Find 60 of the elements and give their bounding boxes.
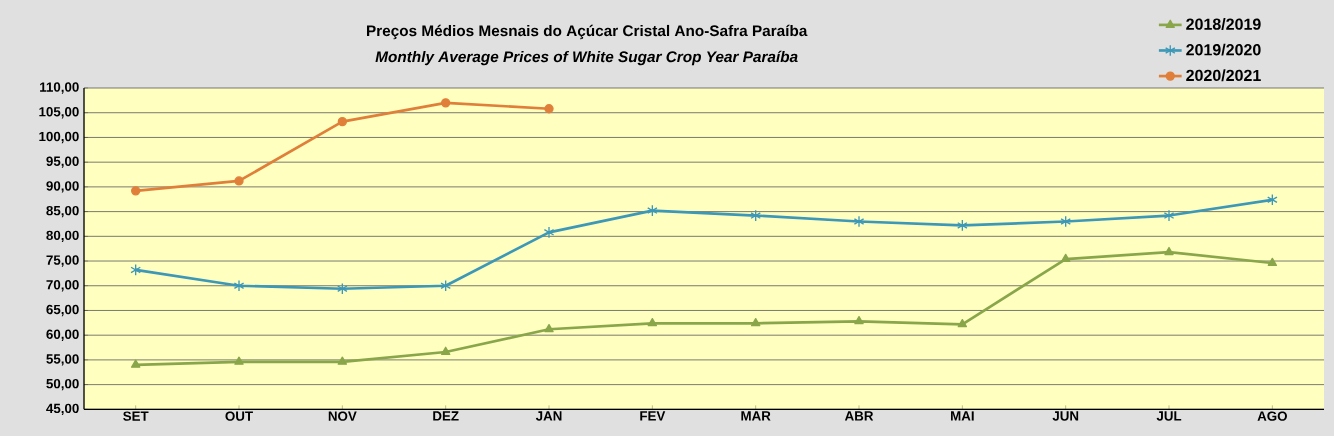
y-tick-label: 65,00 [46, 304, 79, 317]
point [647, 317, 658, 327]
point [957, 219, 968, 232]
point [337, 356, 348, 365]
y-tick-label: 75,00 [46, 255, 79, 267]
point [440, 346, 451, 355]
y-tick-label: 105,00 [39, 107, 79, 119]
point [337, 116, 348, 127]
point [1060, 253, 1071, 263]
point [750, 209, 761, 222]
point [233, 279, 245, 292]
point [440, 279, 451, 292]
x-tick-label: JAN [535, 411, 562, 421]
chart-title: Preços Médios Mesnais do Açúcar Cristal Ano-Safra Paraíba [366, 24, 808, 40]
x-tick-label: JUN [1052, 411, 1079, 421]
x-tick-label: OUT [225, 411, 253, 421]
point [544, 104, 554, 114]
legend-label: 2018/2019 [1186, 18, 1261, 30]
y-tick-label: 55,00 [46, 354, 79, 366]
point [1267, 257, 1278, 267]
y-tick-label: 70,00 [46, 280, 79, 292]
y-tick-label: 80,00 [46, 230, 79, 243]
point [750, 317, 761, 327]
point [647, 204, 658, 217]
y-tick-label: 60,00 [46, 329, 79, 341]
x-tick-label: SET [123, 411, 149, 421]
point [337, 282, 348, 295]
point [441, 98, 451, 108]
point [130, 359, 141, 368]
y-tick-label: 100,00 [39, 131, 79, 144]
y-tick-label: 95,00 [46, 156, 79, 168]
x-tick-label: JUL [1156, 411, 1182, 421]
x-tick-label: MAI [951, 411, 974, 421]
point [234, 176, 244, 186]
legend-label: 2020/2021 [1186, 69, 1261, 82]
y-tick-label: 85,00 [46, 205, 79, 218]
point [130, 263, 141, 276]
y-tick-label: 90,00 [46, 181, 79, 193]
x-tick-label: ABR [844, 411, 874, 421]
x-tick-label: AGO [1257, 411, 1287, 421]
point [1163, 209, 1175, 222]
point [1060, 215, 1071, 228]
point [957, 318, 968, 328]
x-tick-label: DEZ [433, 411, 459, 421]
chart-subtitle: Monthly Average Prices of White Sugar Crop Year Paraíba [375, 50, 798, 66]
point [544, 323, 554, 333]
point [853, 215, 865, 228]
point [234, 356, 244, 365]
point [1267, 193, 1278, 206]
y-tick-label: 50,00 [46, 378, 79, 391]
x-tick-label: NOV [328, 411, 357, 421]
x-tick-label: MAR [741, 411, 771, 421]
y-tick-label: 110,00 [40, 82, 79, 94]
x-tick-label: FEV [640, 411, 666, 421]
y-tick-label: 45,00 [46, 403, 79, 416]
point [131, 186, 141, 196]
legend-label: 2019/2020 [1186, 43, 1261, 56]
point [854, 316, 864, 325]
point [543, 226, 555, 239]
point [1164, 246, 1174, 256]
